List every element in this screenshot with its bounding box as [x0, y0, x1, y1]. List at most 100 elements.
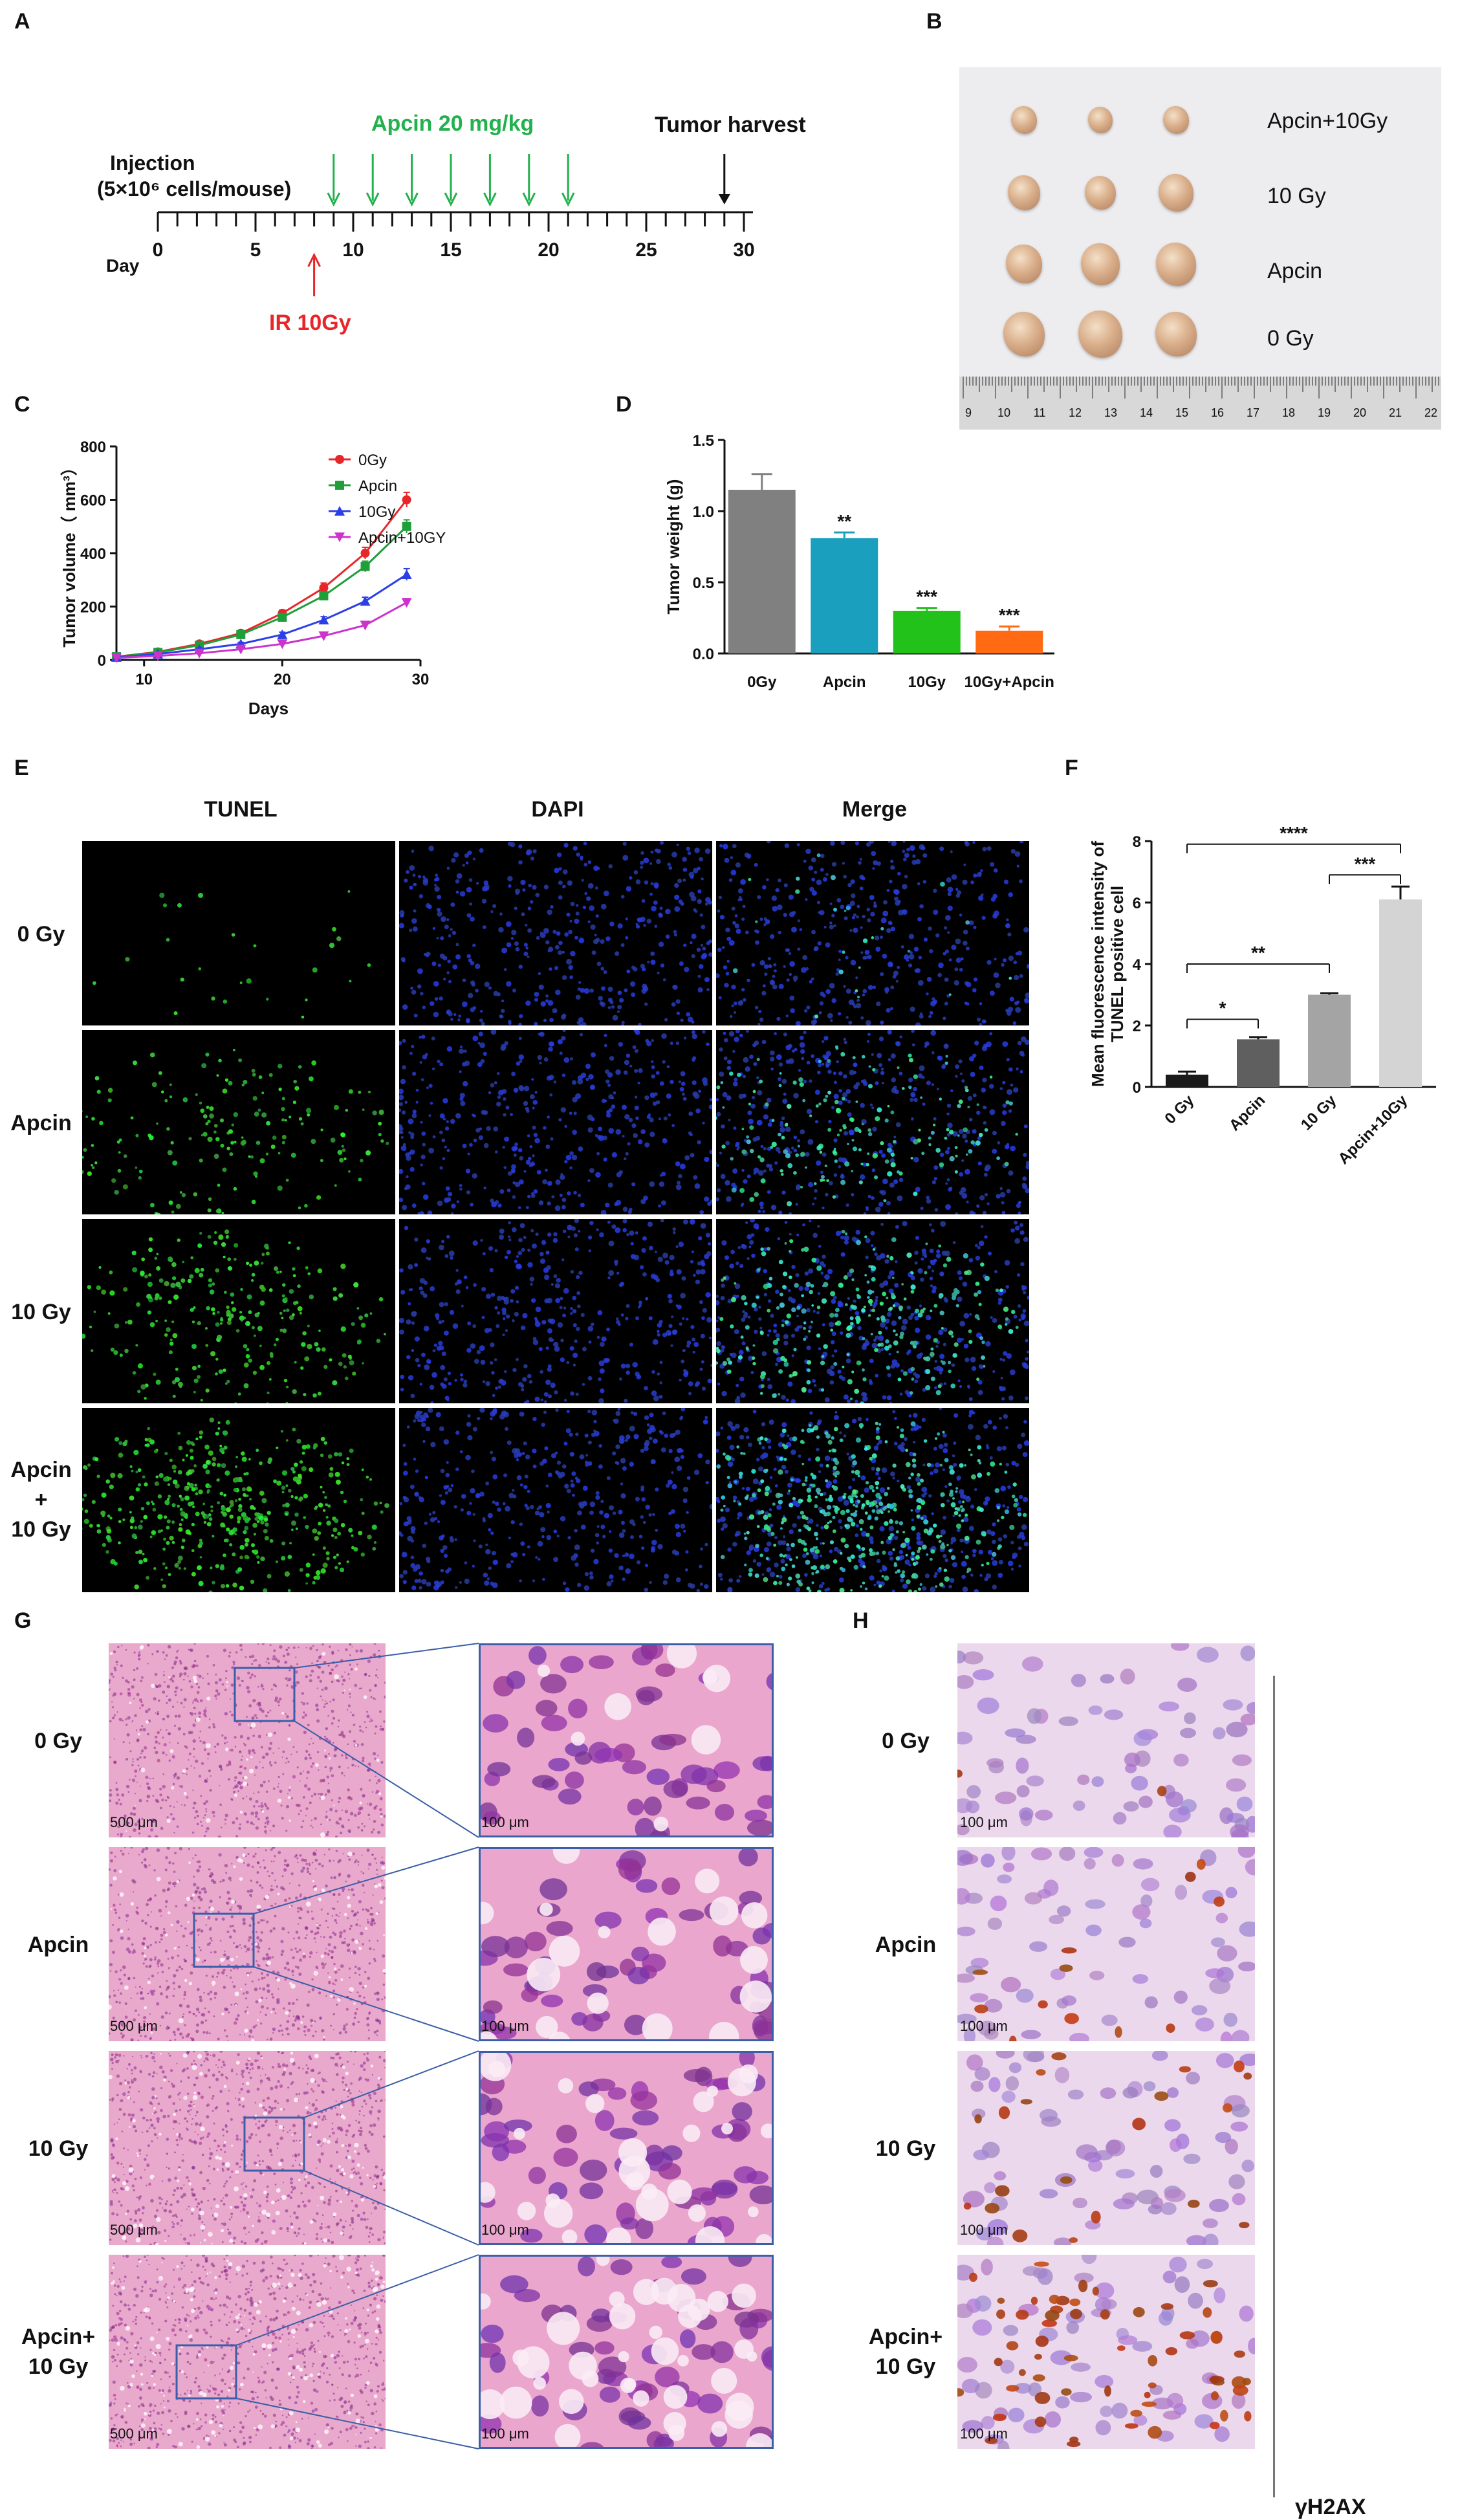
x-tick-label: 10 [135, 671, 153, 688]
y-tick-label: 400 [80, 545, 106, 563]
scale-bar-label: 100 μm [481, 2426, 529, 2442]
data-point [236, 630, 245, 639]
ruler-number: 13 [1104, 406, 1117, 419]
ruler-number: 19 [1318, 406, 1331, 419]
tumor-specimen [1003, 312, 1045, 356]
y-tick-label: 4 [1133, 956, 1142, 974]
tunel-row-label: Apcin + 10 Gy [0, 1455, 82, 1544]
panel-label-c: C [14, 392, 30, 417]
y-tick-label: 200 [80, 599, 106, 617]
dapi-image [399, 1030, 712, 1214]
timeline-tick-label: 10 [342, 239, 364, 261]
he-high-mag-image [479, 1643, 774, 1837]
merge-image [716, 1030, 1029, 1214]
bar [975, 631, 1043, 653]
timeline-tick-label: 30 [733, 239, 754, 261]
data-point [319, 584, 328, 593]
data-point [318, 615, 329, 624]
scale-bar-label: 100 μm [960, 1814, 1008, 1831]
h2ax-row-label: 10 Gy [860, 2134, 951, 2164]
bar [728, 490, 796, 653]
x-tick-label: 10Gy [908, 674, 946, 691]
ruler-number: 16 [1211, 406, 1224, 419]
bar [893, 611, 961, 653]
y-tick-label: 2 [1133, 1018, 1141, 1035]
y-tick-label: 0.5 [693, 575, 714, 592]
data-point [361, 562, 370, 571]
y-tick-label: 1.0 [693, 503, 714, 521]
he-high-mag-image [479, 1847, 774, 2041]
h2ax-row-label: Apcin [860, 1930, 951, 1960]
y-axis-label: Tumor volume（ mm³） [60, 459, 79, 647]
legend-label: 10Gy [358, 503, 395, 521]
timeline-tick-label: 5 [250, 239, 261, 261]
ruler-number: 20 [1353, 406, 1366, 419]
y-tick-label: 0 [98, 652, 106, 670]
bracket-label: *** [1355, 853, 1376, 873]
panel-label-b: B [926, 9, 943, 34]
tumor-specimen [1078, 311, 1122, 358]
y-axis-label: Mean fluorescence intensity ofTUNEL posi… [1088, 841, 1127, 1087]
harvest-arrowhead [719, 194, 730, 204]
timeline-tick-label: 0 [153, 239, 164, 261]
data-point [402, 598, 412, 608]
x-tick-label: 0Gy [747, 674, 777, 691]
h2ax-image [957, 1643, 1255, 1837]
tumor-label-apcin-10gy: Apcin+10Gy [1267, 109, 1388, 134]
tumor-harvest-label: Tumor harvest [655, 113, 806, 138]
tunel-image [82, 1030, 395, 1214]
ruler-number: 14 [1140, 406, 1153, 419]
panel-label-f: F [1065, 756, 1078, 781]
series-3 [111, 598, 412, 663]
merge-image [716, 1219, 1029, 1403]
bracket-label: * [1219, 998, 1226, 1018]
tunel-image [82, 1219, 395, 1403]
panel-label-a: A [14, 9, 30, 34]
data-point [319, 591, 328, 600]
timeline-tick-label: 20 [538, 239, 559, 261]
scale-bar-label: 100 μm [960, 2222, 1008, 2239]
x-tick-label: 10 Gy [1298, 1091, 1340, 1134]
x-tick-label: 20 [274, 671, 291, 688]
scale-bar-label: 100 μm [960, 2426, 1008, 2442]
tumor-specimen [1088, 107, 1113, 133]
ruler-number: 18 [1282, 406, 1295, 419]
tunel-image [82, 1408, 395, 1592]
x-tick-label: Apcin [1226, 1091, 1269, 1134]
legend-label: 0Gy [358, 452, 387, 469]
bar [1308, 995, 1351, 1088]
h2ax-row-label: Apcin+ 10 Gy [860, 2322, 951, 2382]
series-line [116, 500, 407, 657]
h2ax-image [957, 1847, 1255, 2041]
he-high-mag-image [479, 2051, 774, 2245]
series-line [116, 575, 407, 657]
tumor-label-10gy: 10 Gy [1267, 184, 1326, 209]
tunel-row-label: Apcin [0, 1108, 82, 1138]
y-tick-label: 0 [1133, 1079, 1141, 1097]
tumor-specimen [1081, 243, 1120, 285]
timeline-tick-label: 25 [635, 239, 657, 261]
panel-label-g: G [14, 1608, 31, 1634]
data-point [335, 481, 344, 490]
data-point [361, 549, 370, 558]
y-tick-label: 800 [80, 439, 106, 456]
bracket-label: ** [1251, 943, 1265, 963]
significance-label: *** [999, 605, 1020, 625]
scale-bar-label: 100 μm [481, 1814, 529, 1831]
dapi-image [399, 1219, 712, 1403]
significance-label: *** [916, 587, 937, 607]
tumor-specimen [1159, 174, 1193, 212]
legend-label: Apcin [358, 477, 397, 495]
y-tick-label: 1.5 [693, 432, 714, 450]
bar [811, 538, 878, 653]
ruler-number: 22 [1424, 406, 1437, 419]
ruler-number: 17 [1247, 406, 1259, 419]
